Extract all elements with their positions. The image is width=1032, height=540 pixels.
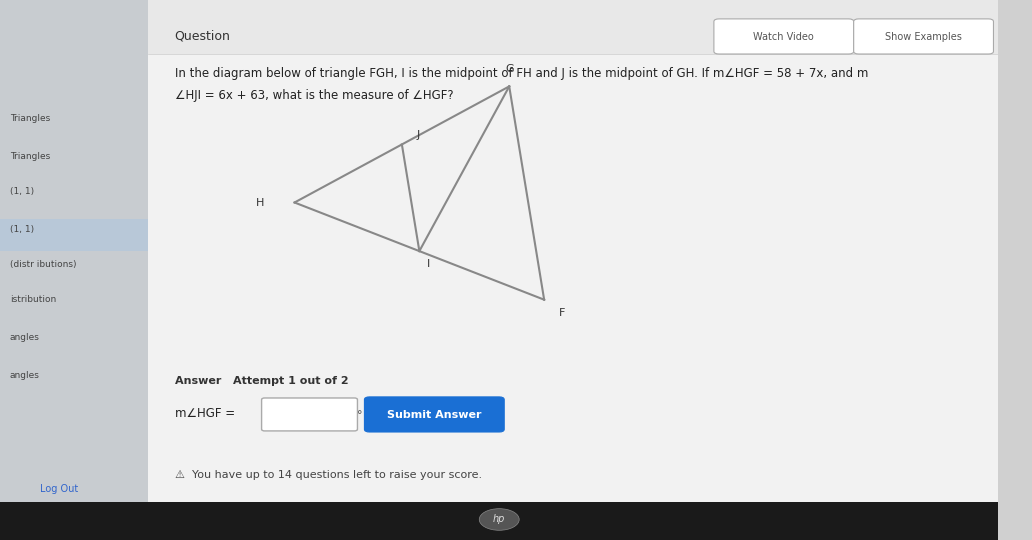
Text: istribution: istribution bbox=[10, 295, 56, 304]
Text: H: H bbox=[256, 198, 264, 207]
Text: (distr ibutions): (distr ibutions) bbox=[10, 260, 76, 269]
Bar bbox=[0, 0, 148, 540]
Text: angles: angles bbox=[10, 371, 40, 380]
Text: In the diagram below of triangle FGH, I is the midpoint of FH and J is the midpo: In the diagram below of triangle FGH, I … bbox=[174, 68, 868, 80]
Text: Answer   Attempt 1 out of 2: Answer Attempt 1 out of 2 bbox=[174, 376, 349, 386]
FancyBboxPatch shape bbox=[714, 19, 853, 54]
Text: hp: hp bbox=[493, 515, 506, 524]
FancyBboxPatch shape bbox=[364, 397, 505, 432]
Text: Watch Video: Watch Video bbox=[753, 32, 814, 42]
Text: ⚠  You have up to 14 questions left to raise your score.: ⚠ You have up to 14 questions left to ra… bbox=[174, 470, 482, 480]
Bar bbox=[0, 502, 999, 540]
Bar bbox=[148, 27, 998, 502]
Text: Triangles: Triangles bbox=[10, 152, 51, 161]
Text: °: ° bbox=[357, 410, 363, 420]
Bar bbox=[148, 0, 998, 54]
Text: F: F bbox=[559, 308, 566, 318]
Text: ∠HJI = 6x + 63, what is the measure of ∠HGF?: ∠HJI = 6x + 63, what is the measure of ∠… bbox=[174, 89, 453, 102]
Text: angles: angles bbox=[10, 333, 40, 342]
Text: Log Out: Log Out bbox=[40, 484, 78, 494]
FancyBboxPatch shape bbox=[261, 398, 357, 431]
Text: Question: Question bbox=[174, 30, 230, 43]
Text: (1, 1): (1, 1) bbox=[10, 225, 34, 234]
Text: G: G bbox=[505, 64, 514, 75]
Bar bbox=[0, 219, 148, 251]
Text: I: I bbox=[427, 259, 430, 269]
Text: J: J bbox=[417, 130, 420, 140]
FancyBboxPatch shape bbox=[853, 19, 994, 54]
Text: Submit Answer: Submit Answer bbox=[387, 410, 482, 420]
Text: (1, 1): (1, 1) bbox=[10, 187, 34, 196]
Text: Show Examples: Show Examples bbox=[885, 32, 962, 42]
Ellipse shape bbox=[479, 509, 519, 530]
Text: m∠HGF =: m∠HGF = bbox=[174, 407, 235, 420]
Text: Triangles: Triangles bbox=[10, 114, 51, 123]
